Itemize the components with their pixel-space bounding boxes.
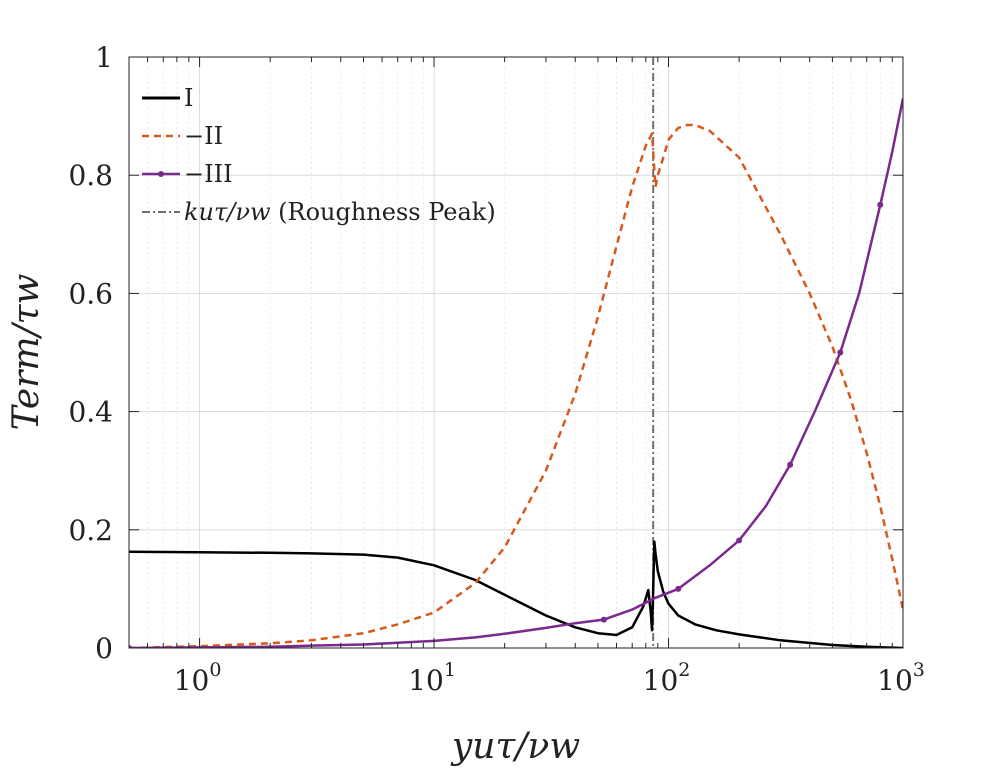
legend-label-iii: −III	[184, 160, 233, 188]
legend-label-roughness-main: kuτ/νw	[184, 198, 271, 226]
plot-area	[129, 57, 903, 648]
x-tick-label-exponent: 3	[913, 659, 925, 681]
series-line-ii	[129, 123, 903, 648]
series-marker-iii	[877, 201, 884, 208]
series-marker-iii	[675, 585, 682, 592]
y-tick-label: 0.8	[68, 159, 113, 192]
y-axis-title: Term/τw	[6, 273, 47, 430]
series-marker-iii	[787, 461, 794, 468]
legend-label-ii: −II	[184, 122, 223, 150]
x-tick-label: 102	[643, 659, 691, 697]
x-tick-label-base: 10	[643, 664, 679, 697]
x-tick-label-exponent: 2	[678, 659, 690, 681]
x-tick-label: 100	[174, 659, 222, 697]
legend-label-roughness: kuτ/νw (Roughness Peak)	[184, 198, 496, 226]
legend: I −II −III kuτ/νw (Roughness Peak)	[142, 84, 496, 226]
plot-frame	[128, 56, 904, 649]
x-tick-label-base: 10	[877, 664, 913, 697]
x-tick-label-base: 10	[174, 664, 210, 697]
y-tick-label: 0.6	[68, 277, 113, 310]
y-tick-label: 1	[95, 41, 113, 74]
y-tick-label: 0	[95, 632, 113, 665]
series-marker-iii	[600, 616, 607, 623]
x-axis-title: yuτ/νw	[450, 726, 580, 767]
x-tick-label-exponent: 0	[209, 659, 221, 681]
y-tick-label: 0.2	[68, 514, 113, 547]
x-tick-label-exponent: 1	[444, 659, 456, 681]
x-tick-label-base: 10	[408, 664, 444, 697]
x-tick-label: 103	[877, 659, 925, 697]
series-marker-iii	[736, 537, 743, 544]
y-tick-label: 0.4	[68, 396, 113, 429]
legend-label-i: I	[184, 84, 193, 112]
series-marker-iii	[129, 645, 132, 648]
x-tick-label: 101	[408, 659, 456, 697]
series-marker-iii	[837, 349, 844, 356]
legend-marker-iii	[158, 171, 164, 177]
axis-ticks	[128, 56, 904, 649]
legend-label-roughness-suffix: (Roughness Peak)	[271, 198, 496, 226]
